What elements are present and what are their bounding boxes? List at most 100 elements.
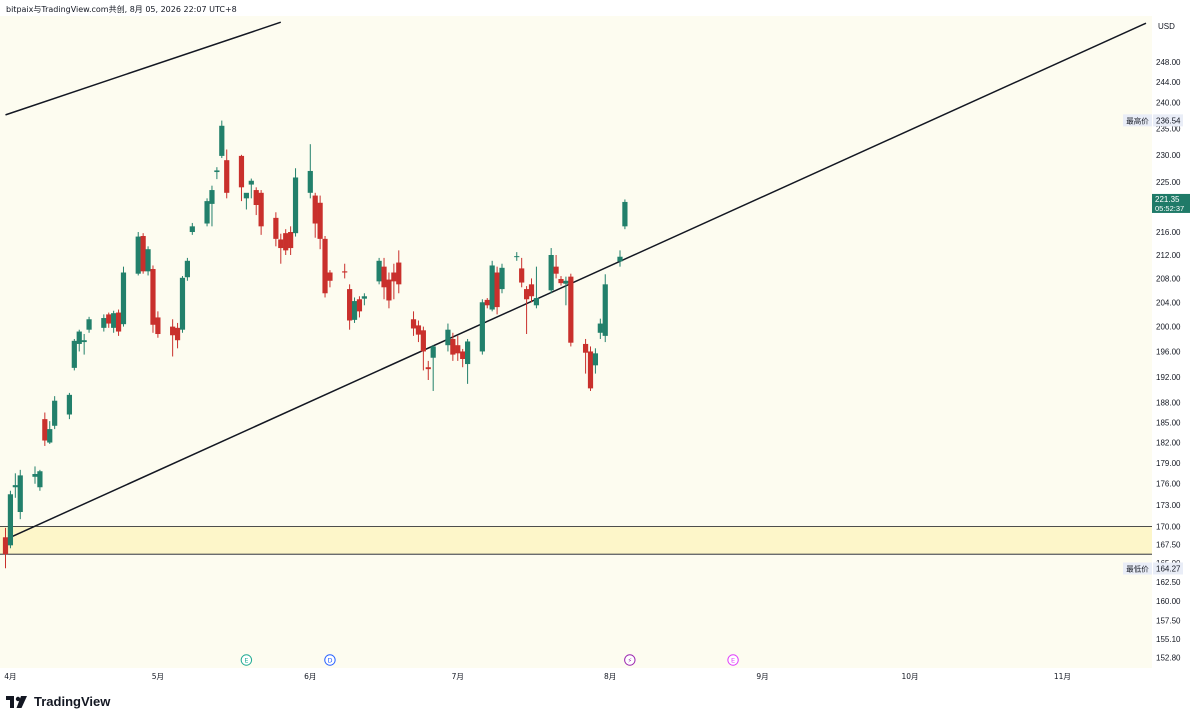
candle: [396, 250, 402, 294]
candle: [209, 185, 215, 227]
currency-label[interactable]: USD: [1158, 22, 1175, 31]
event-markers[interactable]: E D ⚡ E: [240, 654, 739, 666]
candle-body: [238, 155, 245, 188]
candle: [292, 168, 299, 237]
candle: [170, 319, 176, 357]
candle-body: [47, 429, 53, 443]
candle: [273, 212, 279, 247]
candle: [582, 338, 589, 374]
candle: [66, 392, 73, 420]
high-value-text: 236.54: [1156, 116, 1181, 125]
candle: [617, 250, 623, 267]
high-label-text: 最高价: [1126, 115, 1149, 125]
candle: [450, 332, 456, 361]
candle-body: [145, 249, 151, 272]
y-tick-label: 152.80: [1156, 653, 1181, 662]
y-tick-label: 176.00: [1156, 480, 1181, 489]
candle: [155, 311, 161, 338]
candle-body: [292, 177, 299, 234]
candle: [243, 192, 249, 210]
event-marker-label: E: [244, 657, 248, 665]
candle-body: [622, 201, 628, 227]
y-tick-label: 225.00: [1156, 178, 1181, 187]
y-tick-label: 157.50: [1156, 616, 1181, 625]
event-marker[interactable]: E: [240, 654, 253, 666]
y-tick-label: 208.00: [1156, 274, 1181, 283]
candle-body: [519, 268, 525, 283]
candle: [71, 338, 77, 371]
candle-body: [351, 301, 358, 320]
candle: [253, 187, 259, 216]
candle-body: [214, 170, 220, 173]
y-tick-label: 185.00: [1156, 418, 1181, 427]
event-marker[interactable]: E: [727, 654, 739, 666]
candle-body: [587, 351, 594, 389]
candle-body: [494, 272, 500, 308]
candle: [312, 192, 318, 238]
candle: [81, 334, 87, 355]
event-marker-circle: [324, 654, 336, 666]
x-tick-label: 4月: [4, 672, 16, 681]
x-tick-label: 10月: [902, 672, 919, 681]
candle: [174, 322, 181, 349]
candle-body: [81, 340, 87, 343]
candle: [278, 233, 284, 264]
candle-body: [445, 329, 451, 346]
y-tick-label: 216.00: [1156, 228, 1181, 237]
candle-body: [361, 296, 367, 299]
event-marker-label: D: [327, 657, 332, 665]
candle-body: [66, 394, 73, 415]
time-scale[interactable]: [0, 668, 1152, 684]
candle: [111, 310, 117, 333]
low-value-text: 164.27: [1156, 565, 1181, 574]
candle: [106, 312, 112, 328]
candle: [317, 195, 323, 250]
candle: [464, 338, 471, 384]
candle-body: [12, 485, 18, 488]
plot-area[interactable]: [0, 16, 1152, 668]
candle: [381, 257, 387, 300]
candle: [120, 266, 127, 327]
candle: [86, 316, 92, 333]
candle-body: [617, 256, 623, 262]
y-tick-label: 179.00: [1156, 459, 1181, 468]
event-marker-circle: [624, 654, 636, 666]
y-tick-label: 200.00: [1156, 323, 1181, 332]
candle-body: [37, 471, 43, 488]
candle: [42, 412, 48, 446]
candle-body: [602, 284, 608, 336]
trendlines[interactable]: [5, 21, 1147, 538]
candle: [115, 309, 122, 336]
candle-body: [184, 260, 190, 278]
candle: [184, 257, 190, 281]
candle: [52, 396, 58, 430]
candle-body: [76, 331, 82, 344]
candle-body: [120, 272, 127, 325]
candle: [189, 222, 195, 235]
candle: [351, 297, 358, 323]
candle: [489, 260, 495, 312]
candle: [288, 226, 294, 255]
y-tick-label: 162.50: [1156, 578, 1181, 587]
candle: [7, 490, 14, 549]
event-marker[interactable]: ⚡: [624, 654, 636, 666]
y-tick-label: 240.00: [1156, 99, 1181, 108]
candle-body: [278, 239, 284, 249]
candle: [528, 278, 535, 303]
candle-body: [499, 267, 505, 290]
chart-attribution: bitpaix与TradingView.com共创, 8月 05, 2026 2…: [6, 5, 237, 14]
candle: [494, 266, 500, 315]
candle-body: [288, 232, 294, 249]
candle-body: [420, 330, 426, 352]
candle: [17, 469, 23, 520]
candle-body: [150, 268, 156, 325]
event-marker[interactable]: D: [324, 654, 336, 666]
candle-body: [115, 312, 122, 332]
candle-body: [342, 271, 348, 273]
tradingview-brand[interactable]: TradingView: [6, 694, 110, 709]
low-label-text: 最低价: [1126, 564, 1149, 574]
trendline: [5, 21, 282, 116]
candle-body: [71, 340, 77, 368]
candle-body: [489, 265, 495, 310]
